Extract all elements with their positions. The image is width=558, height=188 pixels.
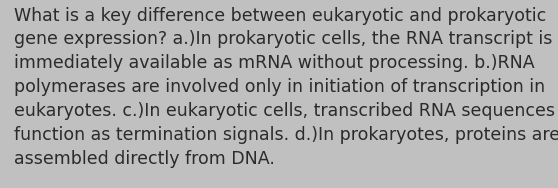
Text: What is a key difference between eukaryotic and prokaryotic
gene expression? a.): What is a key difference between eukaryo…	[14, 7, 558, 168]
